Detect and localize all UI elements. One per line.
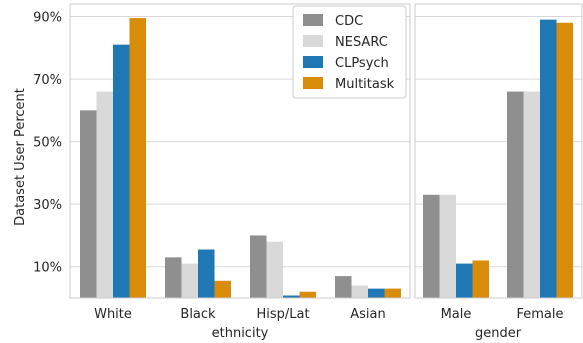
bar-nesarc-hisplat [266, 241, 283, 298]
bar-multitask-female [556, 22, 573, 298]
legend-swatch-multitask [303, 77, 323, 89]
bar-multitask-asian [384, 288, 401, 298]
bar-clpsych-black [198, 249, 215, 298]
panel-gender: Male Female gender [414, 3, 583, 341]
bar-nesarc-asian [351, 285, 368, 298]
bar-clpsych-female [540, 19, 557, 298]
legend-label-clpsych: CLPsych [335, 56, 389, 71]
x-axis-label: ethnicity [212, 326, 269, 341]
bar-clpsych-male [456, 263, 473, 298]
legend: CDC NESARC CLPsych Multitask [292, 5, 407, 99]
legend-swatch-nesarc [303, 35, 323, 47]
bar-multitask-white [129, 18, 146, 299]
x-tick-label: Hisp/Lat [256, 307, 309, 322]
legend-label-multitask: Multitask [335, 77, 395, 92]
panel-frame [69, 3, 411, 299]
bar-cdc-asian [335, 276, 352, 298]
legend-frame [292, 5, 407, 99]
bar-cdc-female [507, 91, 524, 299]
x-axis-label: gender [475, 326, 522, 341]
y-tick-label: 30% [33, 198, 62, 213]
y-tick-label: 70% [33, 73, 62, 88]
x-tick-label: Black [180, 307, 216, 322]
y-tick-label: 50% [33, 136, 62, 151]
y-axis-label: Dataset User Percent [13, 88, 28, 226]
x-tick-label: White [94, 307, 132, 322]
bar-cdc-black [165, 257, 182, 298]
x-tick-label: Male [441, 307, 472, 322]
bar-multitask-black [214, 280, 231, 298]
bar-nesarc-male [439, 194, 456, 298]
x-tick-label: Asian [350, 307, 385, 322]
bar-multitask-hisplat [299, 291, 316, 298]
y-axis-ticks: 10% 30% 50% 70% 90% [33, 11, 62, 276]
bar-cdc-white [80, 110, 97, 298]
bar-nesarc-female [523, 91, 540, 299]
bar-multitask-male [472, 260, 489, 298]
bar-cdc-hisplat [250, 235, 267, 298]
legend-swatch-clpsych [303, 56, 323, 68]
x-tick-label: Female [516, 307, 563, 322]
chart-panels: White Black Hisp/Lat Asian ethnicity Male Fema… [33, 3, 583, 341]
y-tick-label: 10% [33, 261, 62, 276]
bar-clpsych-hisplat [283, 295, 300, 298]
legend-swatch-cdc [303, 14, 323, 26]
legend-label-cdc: CDC [335, 14, 363, 29]
y-tick-label: 90% [33, 11, 62, 26]
bar-clpsych-white [113, 44, 130, 298]
bar-clpsych-asian [368, 288, 385, 298]
legend-label-nesarc: NESARC [335, 35, 388, 50]
bar-cdc-male [423, 194, 440, 298]
panel-frame [414, 3, 583, 299]
panel-ethnicity: White Black Hisp/Lat Asian ethnicity [69, 3, 411, 341]
bar-nesarc-black [181, 263, 198, 298]
bar-nesarc-white [96, 91, 113, 299]
